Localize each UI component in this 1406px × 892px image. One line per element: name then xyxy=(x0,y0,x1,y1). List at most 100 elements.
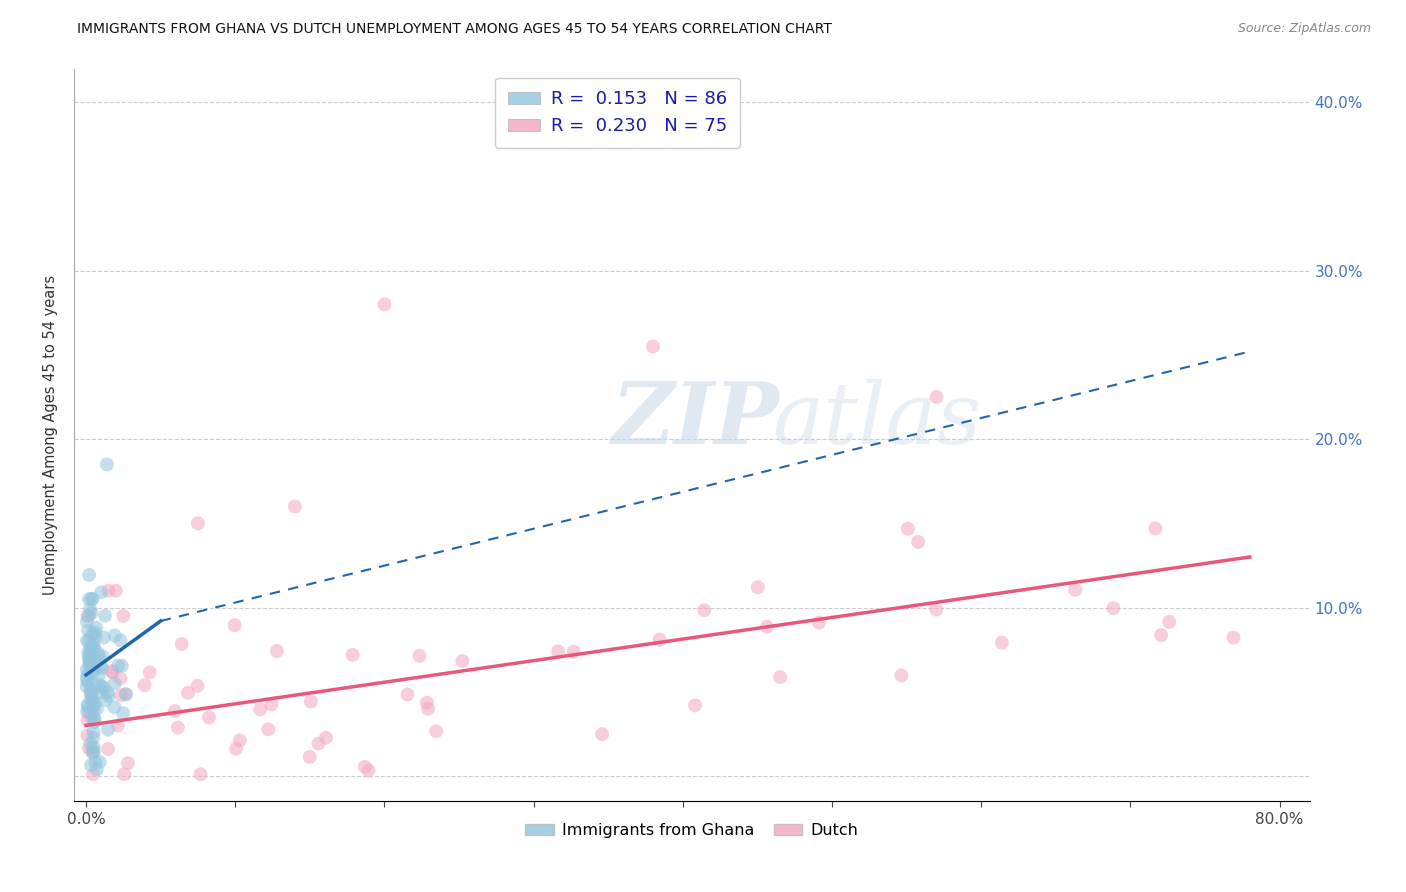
Point xyxy=(591,727,613,741)
Point xyxy=(416,702,439,716)
Point xyxy=(1150,628,1173,642)
Point xyxy=(80,665,103,679)
Point xyxy=(112,706,135,721)
Point xyxy=(299,694,322,708)
Point xyxy=(897,522,920,536)
Point xyxy=(425,724,447,739)
Point xyxy=(190,767,212,781)
Point xyxy=(925,390,948,404)
Point xyxy=(114,687,136,701)
Point xyxy=(79,655,101,669)
Point xyxy=(86,762,108,776)
Point xyxy=(79,687,101,701)
Point xyxy=(83,640,105,655)
Point xyxy=(96,458,118,472)
Point xyxy=(76,668,98,682)
Text: Source: ZipAtlas.com: Source: ZipAtlas.com xyxy=(1237,22,1371,36)
Point xyxy=(76,729,98,743)
Point xyxy=(249,702,271,716)
Point xyxy=(97,723,120,737)
Point xyxy=(177,686,200,700)
Point xyxy=(91,649,114,664)
Point xyxy=(97,686,120,700)
Point xyxy=(747,580,769,594)
Point xyxy=(104,676,127,690)
Point xyxy=(769,670,792,684)
Point xyxy=(97,742,120,756)
Point xyxy=(76,615,98,629)
Point xyxy=(79,659,101,673)
Point xyxy=(79,640,101,655)
Point xyxy=(93,631,115,645)
Point xyxy=(547,644,569,658)
Point xyxy=(76,698,98,712)
Point xyxy=(111,658,134,673)
Point xyxy=(91,661,114,675)
Text: IMMIGRANTS FROM GHANA VS DUTCH UNEMPLOYMENT AMONG AGES 45 TO 54 YEARS CORRELATIO: IMMIGRANTS FROM GHANA VS DUTCH UNEMPLOYM… xyxy=(77,22,832,37)
Point xyxy=(307,737,329,751)
Point xyxy=(907,535,929,549)
Point xyxy=(94,608,117,623)
Point xyxy=(82,703,104,717)
Point xyxy=(353,760,375,774)
Point xyxy=(83,715,105,730)
Point xyxy=(342,648,364,662)
Point xyxy=(112,609,135,624)
Point xyxy=(79,602,101,616)
Point xyxy=(224,618,246,632)
Point xyxy=(1102,601,1125,615)
Point xyxy=(117,756,139,771)
Point xyxy=(1064,582,1087,597)
Point xyxy=(112,767,135,781)
Point xyxy=(284,500,307,514)
Point xyxy=(683,698,706,713)
Point xyxy=(186,679,208,693)
Point xyxy=(107,658,129,673)
Point xyxy=(89,678,111,692)
Point xyxy=(83,725,105,739)
Point xyxy=(104,583,127,598)
Point xyxy=(139,665,162,680)
Point xyxy=(693,603,716,617)
Point xyxy=(76,705,98,719)
Point xyxy=(83,625,105,640)
Point xyxy=(115,687,138,701)
Point xyxy=(991,635,1014,649)
Point xyxy=(94,693,117,707)
Point xyxy=(89,755,111,769)
Point xyxy=(451,654,474,668)
Point xyxy=(83,696,105,710)
Point xyxy=(83,665,105,679)
Point xyxy=(76,713,98,727)
Point xyxy=(97,583,120,598)
Point xyxy=(77,592,100,607)
Point xyxy=(408,648,430,663)
Point xyxy=(93,680,115,694)
Point xyxy=(76,633,98,648)
Point xyxy=(890,668,912,682)
Point xyxy=(90,585,112,599)
Point xyxy=(416,696,439,710)
Y-axis label: Unemployment Among Ages 45 to 54 years: Unemployment Among Ages 45 to 54 years xyxy=(44,275,58,595)
Point xyxy=(107,718,129,732)
Point xyxy=(90,685,112,699)
Point xyxy=(80,710,103,724)
Point xyxy=(562,645,585,659)
Point xyxy=(110,688,132,702)
Point xyxy=(86,702,108,716)
Point xyxy=(84,621,107,635)
Point xyxy=(1159,615,1181,629)
Point xyxy=(77,634,100,648)
Point xyxy=(167,721,190,735)
Point xyxy=(101,665,124,680)
Point xyxy=(925,602,948,616)
Point xyxy=(100,664,122,678)
Point xyxy=(80,592,103,607)
Point xyxy=(89,650,111,665)
Point xyxy=(77,624,100,638)
Point xyxy=(91,681,114,695)
Point xyxy=(77,706,100,720)
Point xyxy=(77,645,100,659)
Point xyxy=(87,668,110,682)
Point xyxy=(257,723,280,737)
